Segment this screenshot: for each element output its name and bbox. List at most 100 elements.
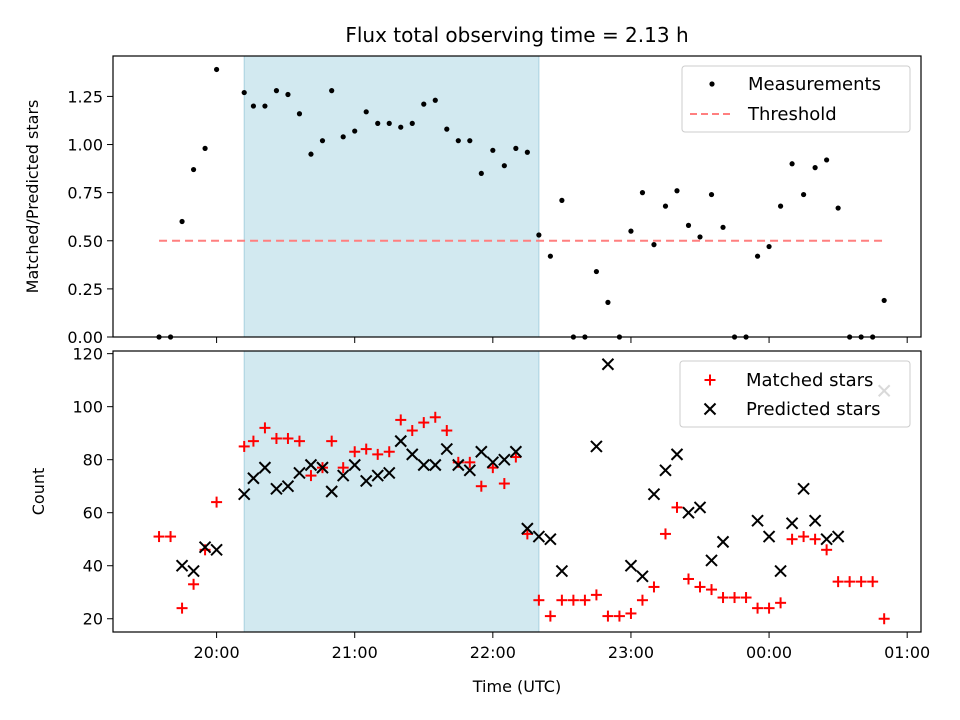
- predicted-star-point: [774, 564, 787, 578]
- matched-star-point: [544, 610, 556, 622]
- y-tick-label: 0.25: [67, 280, 103, 299]
- x-tick-label: 01:00: [884, 643, 930, 662]
- measurement-point: [536, 232, 542, 238]
- matched-star-point: [832, 576, 844, 588]
- predicted-star-point: [762, 530, 776, 543]
- matched-star-point: [487, 462, 499, 474]
- predicted-star-point: [210, 543, 223, 557]
- matched-star-point: [441, 425, 453, 437]
- measurement-point: [754, 253, 761, 259]
- measurement-point: [697, 234, 703, 240]
- matched-star-point: [729, 592, 741, 604]
- matched-star-point: [521, 528, 533, 540]
- measurement-point: [262, 103, 268, 109]
- legend-x: [703, 402, 717, 416]
- predicted-star-point: [659, 464, 672, 477]
- predicted-star-point: [371, 469, 384, 482]
- matched-star-point: [798, 531, 810, 543]
- ratio-x-ticks: [216, 337, 908, 343]
- predicted-star-point: [304, 458, 318, 472]
- measurement-point: [685, 222, 692, 228]
- y-tick-label: 80: [83, 451, 103, 470]
- measurement-point: [398, 124, 404, 130]
- matched-star-point: [659, 528, 671, 540]
- predicted-star-point: [808, 514, 822, 527]
- predicted-star-point: [544, 533, 557, 546]
- measurement-point: [639, 190, 646, 196]
- measurement-point: [593, 268, 600, 275]
- predicted-star-point: [293, 466, 306, 480]
- measurement-point: [421, 101, 427, 107]
- matched-star-point: [176, 602, 188, 614]
- predicted-star-point: [360, 474, 373, 488]
- measurement-point: [490, 147, 496, 153]
- matched-star-point: [270, 432, 282, 444]
- predicted-star-point: [624, 559, 638, 572]
- matched-star-point: [844, 576, 856, 588]
- matched-star-point: [510, 451, 522, 463]
- ratio-axes-frame: [112, 55, 922, 338]
- matched-star-point: [418, 417, 430, 429]
- matched-star-point: [636, 594, 648, 606]
- matched-star-point: [188, 578, 200, 590]
- measurement-point: [202, 145, 208, 151]
- legend-predicted-marker: [703, 402, 717, 416]
- matched-star-point: [259, 422, 271, 434]
- y-tick-label: 100: [72, 398, 103, 417]
- measurement-point: [363, 109, 369, 115]
- measurement-point: [559, 197, 565, 203]
- measurement-point: [329, 88, 335, 94]
- count-x-axis: 20:00 21:00 22:00 23:00 00:00 01:00: [194, 632, 930, 662]
- measurement-point: [605, 299, 611, 305]
- matched-star-point: [706, 584, 718, 596]
- matched-star-point: [694, 581, 706, 593]
- predicted-star-point: [716, 535, 730, 549]
- y-tick-label: 1.25: [67, 87, 103, 106]
- measurement-point: [467, 138, 473, 144]
- measurement-point: [881, 297, 887, 304]
- measurement-point: [824, 157, 830, 163]
- legend-measurements-label: Measurements: [748, 74, 881, 95]
- count-panel: 20 40 60 80 100 120 20:00 21:00 22:00 23:00 00:00…: [29, 345, 930, 696]
- measurement-point: [547, 253, 553, 259]
- matched-star-point: [395, 414, 407, 426]
- matched-star-point: [671, 501, 683, 513]
- measurement-point: [501, 163, 507, 169]
- y-tick-label: 0.50: [67, 232, 103, 251]
- matched-star-point: [464, 456, 476, 468]
- x-axis-label: Time (UTC): [472, 677, 561, 696]
- predicted-star-point: [336, 469, 350, 482]
- measurement-point: [789, 161, 795, 167]
- x-tick-label: 21:00: [332, 643, 378, 662]
- measurement-point: [720, 224, 726, 230]
- predicted-star-point: [532, 530, 546, 543]
- predicted-star-point: [475, 445, 488, 458]
- predicted-star-point: [601, 358, 615, 371]
- predicted-star-point: [238, 487, 251, 501]
- matched-star-point: [567, 594, 579, 606]
- y-tick-label: 40: [83, 557, 103, 576]
- predicted-star-point: [406, 448, 419, 461]
- predicted-star-point: [325, 485, 338, 498]
- predicted-star-point: [429, 458, 442, 472]
- measurement-point: [444, 126, 450, 132]
- measurement-point: [835, 205, 841, 211]
- y-tick-label: 120: [72, 345, 103, 364]
- predicted-star-point: [670, 448, 684, 461]
- matched-star-point: [337, 462, 349, 474]
- y-tick-label: 20: [83, 610, 103, 629]
- measurement-point: [319, 138, 326, 144]
- matched-star-point: [383, 446, 395, 458]
- matched-star-point: [153, 531, 165, 543]
- matched-star-point: [602, 610, 614, 622]
- predicted-star-point: [247, 472, 260, 485]
- ratio-y-axis: 0.00 0.25 0.50 0.75 1.00 1.25: [67, 87, 113, 347]
- measurement-point: [628, 228, 634, 234]
- matched-star-point: [282, 432, 294, 444]
- measurement-point: [285, 91, 291, 98]
- predicted-star-point: [647, 487, 661, 501]
- ratio-legend: Measurements Threshold: [681, 65, 911, 133]
- predicted-star-point: [198, 540, 212, 554]
- matched-star-point: [786, 533, 798, 545]
- matched-star-point: [372, 448, 384, 460]
